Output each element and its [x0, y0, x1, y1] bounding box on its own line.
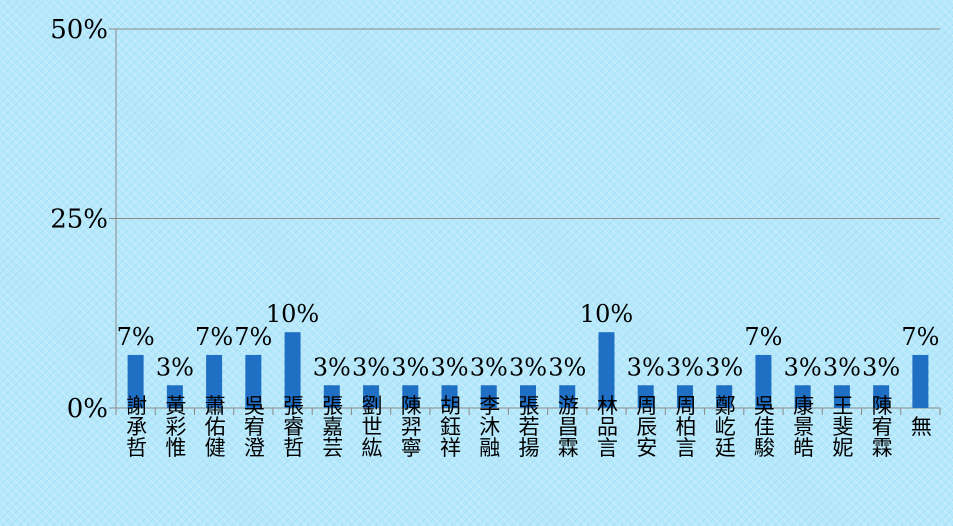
bar [323, 385, 340, 408]
data-label: 3% [784, 353, 822, 381]
bar [480, 385, 497, 408]
category-label: 李沐融 [477, 395, 501, 458]
category-label: 陳羿寧 [398, 395, 422, 458]
data-label: 3% [430, 353, 468, 381]
category-label: 張睿哲 [281, 395, 305, 458]
category-label: 周辰安 [634, 395, 658, 458]
x-axis-category-labels: 謝承哲 黃彩惟 蕭佑健 吳宥澄 張睿哲 張嘉芸 劉世紘 陳羿寧 胡鈺祥 李沐融 張若揚 游昌霖 林品言周… [124, 395, 933, 459]
bar [520, 385, 536, 408]
category-label: 鄭屹廷 [712, 395, 736, 458]
data-label: 7% [744, 323, 782, 351]
data-label: 7% [195, 323, 233, 351]
category-label: 劉世紘 [359, 395, 383, 458]
category-label: 吳宥澄 [241, 395, 265, 458]
category-label: 林品言 [594, 395, 618, 458]
data-label: 3% [705, 353, 743, 381]
data-label: 3% [862, 353, 900, 381]
bar [912, 354, 929, 408]
y-axis-tick-labels: 0% 25% 50% [50, 15, 108, 424]
category-label: 康景皓 [791, 395, 815, 458]
data-label: 3% [548, 353, 586, 381]
bar [127, 354, 144, 408]
bar [833, 385, 850, 408]
category-label: 張嘉芸 [320, 395, 344, 459]
data-label: 3% [823, 353, 861, 381]
bars [127, 332, 929, 408]
bar [873, 385, 890, 408]
bar [402, 385, 419, 408]
bar [637, 385, 654, 408]
data-label: 10% [266, 300, 319, 328]
data-label: 10% [580, 300, 633, 328]
data-label: 3% [313, 353, 351, 381]
bar [206, 354, 223, 408]
y-tick-label: 0% [67, 394, 108, 424]
data-label: 7% [901, 323, 939, 351]
data-label: 7% [234, 323, 272, 351]
category-label: 吳佳駿 [751, 395, 775, 458]
bar [794, 385, 811, 408]
bar [363, 385, 380, 408]
bar [245, 354, 262, 408]
data-label: 3% [156, 353, 194, 381]
data-labels: 7%3%7% 7%10%3% 3% 3% 3% 3% 3% 3%10%3% 3% 3%7%3% 3%… [117, 300, 940, 381]
category-label: 游昌霖 [555, 395, 579, 458]
bar [598, 332, 615, 408]
category-label: 陳宥霖 [869, 395, 893, 458]
bar [755, 354, 772, 408]
data-label: 7% [117, 323, 155, 351]
category-label: 無 [908, 416, 932, 437]
gridlines [116, 28, 940, 219]
y-tick-label: 25% [50, 205, 108, 235]
bar [676, 385, 693, 408]
data-label: 3% [666, 353, 704, 381]
category-label: 蕭佑健 [202, 395, 226, 458]
data-label: 3% [470, 353, 508, 381]
bar [166, 385, 183, 408]
category-label: 周柏言 [673, 395, 697, 458]
data-label: 3% [352, 353, 390, 381]
bar [441, 385, 458, 408]
category-label: 謝承哲 [124, 395, 148, 458]
data-label: 3% [627, 353, 665, 381]
category-label: 王斐妮 [830, 395, 854, 458]
category-label: 黃彩惟 [163, 395, 187, 458]
category-label: 胡鈺祥 [438, 395, 462, 458]
category-label: 張若揚 [516, 395, 540, 458]
bar [284, 332, 301, 408]
data-label: 3% [391, 353, 429, 381]
bar [559, 385, 576, 408]
y-tick-label: 50% [50, 15, 108, 45]
data-label: 3% [509, 353, 547, 381]
bar [716, 385, 733, 408]
